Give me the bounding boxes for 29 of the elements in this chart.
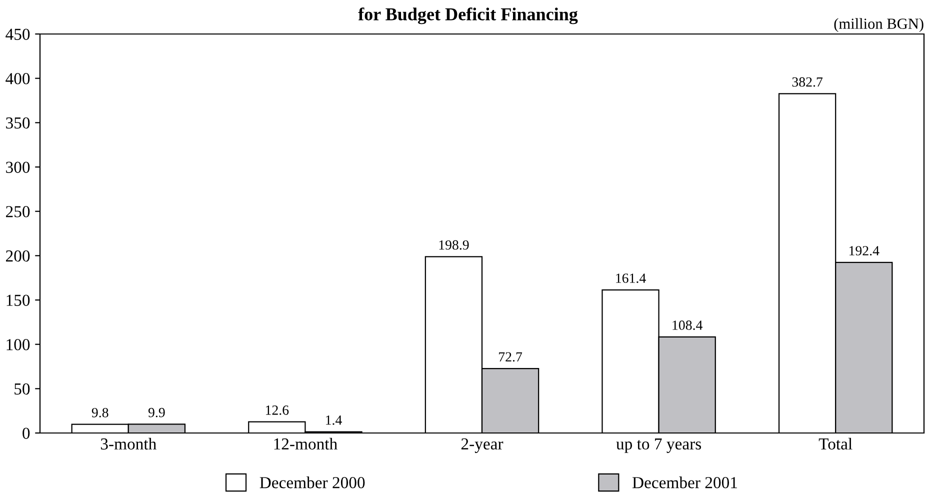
chart-title: for Budget Deficit Financing [358, 7, 578, 24]
data-label: 192.4 [849, 246, 880, 256]
x-tick-label: 3-month [100, 438, 156, 450]
x-tick-label: up to 7 years [616, 438, 702, 453]
y-tick-label: 300 [6, 162, 30, 173]
data-label: 9.8 [92, 408, 108, 418]
text: (million BGN) [834, 18, 924, 32]
data-label: 9.9 [148, 408, 165, 418]
data-label: 108.4 [672, 320, 702, 330]
data-label: 72.7 [499, 352, 522, 362]
y-tick-label: 250 [6, 206, 30, 218]
data-label: 382.7 [792, 77, 823, 87]
x-tick-label: 2-year [461, 438, 504, 453]
y-tick-label: 150 [6, 294, 30, 306]
x-tick-label: 12-month [274, 438, 338, 450]
data-label: 161.4 [616, 274, 646, 283]
legend-label: December 2000 [260, 476, 365, 488]
y-tick-label: 100 [6, 339, 30, 350]
y-tick-label: 400 [6, 73, 30, 84]
legend-label: December 2001 [632, 476, 737, 488]
y-tick-label: 0 [22, 428, 30, 439]
data-label: 1.4 [326, 415, 342, 425]
y-tick-label: 200 [6, 250, 30, 262]
y-tick-label: 450 [6, 28, 30, 40]
y-tick-label: 350 [6, 117, 30, 129]
data-label: 198.9 [439, 240, 469, 250]
x-tick-label: Total [818, 438, 852, 450]
y-tick-label: 50 [14, 383, 30, 395]
data-label: 12.6 [266, 406, 289, 415]
